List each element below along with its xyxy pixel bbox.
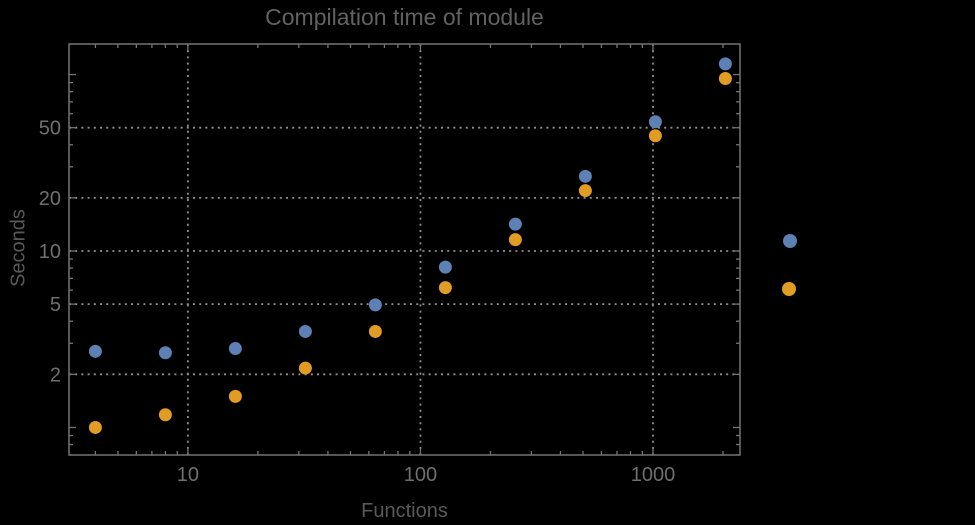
chart-title: Compilation time of module	[265, 4, 544, 30]
data-point-series-1-blue	[648, 115, 662, 129]
x-tick-label-10: 10	[177, 464, 199, 486]
data-point-series-1-blue	[438, 260, 452, 274]
data-point-series-2-orange	[368, 324, 382, 338]
data-point-series-1-blue	[158, 346, 172, 360]
y-tick-label-2: 2	[50, 364, 61, 386]
data-point-series-2-orange	[298, 361, 312, 375]
y-tick-label-20: 20	[39, 188, 61, 210]
data-point-series-1-blue	[718, 57, 732, 71]
data-point-series-1-blue	[228, 342, 242, 356]
data-point-series-1-blue	[298, 324, 312, 338]
y-tick-label-50: 50	[39, 118, 61, 140]
data-point-series-1-blue	[368, 298, 382, 312]
plot-frame	[68, 43, 741, 456]
data-point-series-1-blue	[508, 217, 522, 231]
data-point-series-1-blue	[88, 344, 102, 358]
x-tick-label-100: 100	[404, 464, 437, 486]
x-tick-label-1000: 1000	[631, 464, 676, 486]
y-axis-label: Seconds	[7, 209, 30, 287]
data-point-series-2-orange	[718, 71, 732, 85]
data-point-series-2-orange	[508, 233, 522, 247]
x-axis-label: Functions	[361, 500, 448, 522]
data-point-series-2-orange	[228, 389, 242, 403]
data-point-series-1-blue	[578, 169, 592, 183]
legend-marker-series-2-orange	[782, 282, 796, 296]
data-point-series-2-orange	[88, 420, 102, 434]
y-tick-label-10: 10	[39, 241, 61, 263]
legend-marker-series-1-blue	[783, 234, 797, 248]
data-point-series-2-orange	[648, 129, 662, 143]
data-point-series-2-orange	[578, 184, 592, 198]
data-point-series-2-orange	[158, 408, 172, 422]
y-tick-label-5: 5	[50, 294, 61, 316]
data-point-series-2-orange	[438, 281, 452, 295]
